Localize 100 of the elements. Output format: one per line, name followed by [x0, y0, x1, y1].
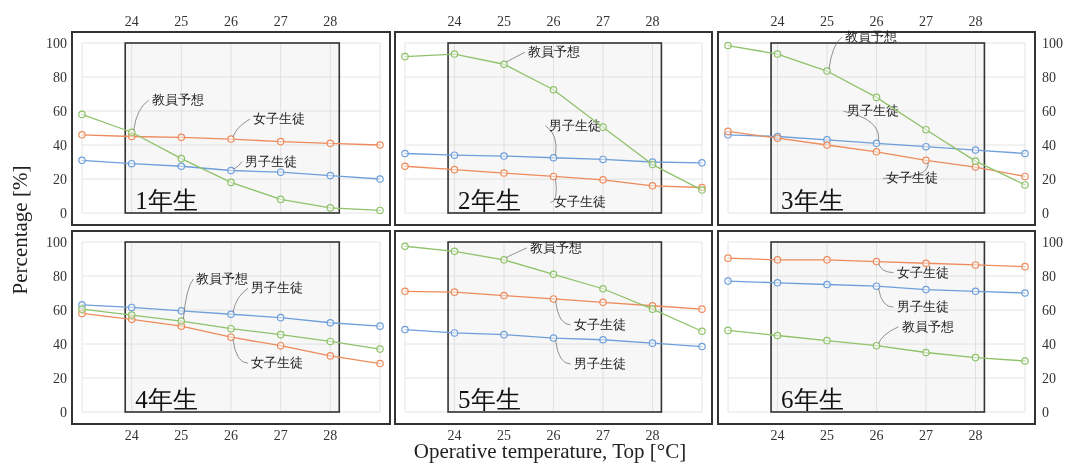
series-label: 女子生徒 — [896, 264, 949, 280]
point — [401, 162, 409, 171]
y-tick-label: 40 — [1042, 138, 1056, 153]
x-tick-label: 27 — [273, 428, 288, 443]
point — [500, 330, 508, 339]
point — [971, 353, 980, 362]
point — [78, 110, 86, 119]
y-tick-label: 0 — [60, 206, 67, 221]
y-tick-label: 60 — [53, 104, 67, 119]
point — [227, 178, 235, 187]
x-tick-label: 26 — [224, 14, 238, 29]
series-label: 女子生徒 — [573, 316, 626, 332]
point — [773, 50, 782, 58]
y-tick-label: 100 — [46, 235, 67, 250]
point — [227, 135, 235, 143]
series-label: 女子生徒 — [251, 355, 303, 371]
point — [401, 287, 409, 296]
point — [698, 159, 706, 167]
point — [971, 287, 980, 296]
point — [500, 169, 508, 177]
y-tick-label: 20 — [53, 172, 67, 187]
point — [549, 172, 558, 181]
text: 教員予想 — [151, 92, 204, 108]
y-tick-label: 100 — [46, 36, 67, 51]
series-label: 教員予想 — [530, 239, 582, 255]
point — [326, 352, 335, 360]
text: 教員予想 — [196, 271, 249, 287]
point — [549, 153, 558, 162]
point — [599, 155, 607, 164]
x-tick-label: 26 — [224, 428, 238, 443]
point — [823, 336, 831, 345]
point — [773, 331, 782, 340]
point — [872, 148, 881, 156]
y-tick-label: 60 — [1042, 104, 1056, 119]
point — [724, 127, 732, 136]
point — [127, 303, 136, 312]
series-label: 男子生徒 — [251, 280, 303, 296]
point — [1021, 357, 1029, 365]
text: 1年生 — [135, 187, 198, 214]
y-tick-label: 100 — [1042, 36, 1063, 51]
series-label: 男子生徒 — [573, 356, 626, 372]
point — [724, 41, 732, 50]
text: 6年生 — [781, 386, 844, 413]
point — [773, 279, 782, 287]
point — [326, 139, 335, 148]
point — [127, 159, 136, 168]
point — [276, 330, 285, 339]
point — [276, 137, 285, 146]
point — [78, 131, 86, 139]
x-tick-label: 24 — [124, 14, 139, 29]
point — [823, 141, 831, 149]
x-tick-label: 27 — [919, 428, 933, 443]
point — [376, 345, 384, 353]
point — [376, 322, 384, 330]
y-tick-label: 0 — [1042, 405, 1049, 420]
point — [823, 256, 831, 264]
point — [450, 151, 459, 159]
point — [227, 310, 235, 319]
point — [276, 341, 285, 350]
point — [276, 195, 285, 204]
series-label: 教員予想 — [528, 44, 580, 60]
point — [724, 277, 732, 285]
point — [599, 335, 607, 344]
point — [549, 85, 558, 94]
point — [127, 311, 136, 319]
x-tick-label: 27 — [919, 14, 933, 29]
point — [401, 242, 409, 251]
series-label: 男子生徒 — [846, 103, 899, 119]
point — [698, 327, 706, 336]
x-tick-label: 27 — [596, 14, 610, 29]
point — [227, 324, 235, 333]
text: 5年生 — [458, 386, 521, 413]
y-tick-label: 80 — [53, 70, 67, 85]
text: 4年生 — [135, 386, 198, 413]
point — [78, 305, 86, 313]
y-tick-label: 60 — [1042, 303, 1056, 318]
y-tick-label: 80 — [1042, 269, 1056, 284]
x-tick-label: 25 — [497, 14, 511, 29]
point — [177, 162, 186, 171]
series-label: 女子生徒 — [886, 170, 938, 186]
point — [971, 146, 980, 154]
point — [450, 288, 459, 296]
point — [326, 171, 335, 180]
y-tick-label: 60 — [53, 303, 67, 318]
point — [500, 256, 508, 264]
x-tick-label: 26 — [869, 14, 884, 29]
point — [326, 318, 335, 327]
point — [500, 291, 508, 300]
y-tick-label: 40 — [53, 337, 67, 352]
x-tick-label: 25 — [174, 428, 189, 443]
point — [872, 282, 881, 290]
point — [698, 305, 706, 313]
point — [1021, 181, 1029, 189]
point — [549, 270, 558, 279]
text: 教員予想 — [845, 29, 897, 45]
point — [227, 333, 235, 341]
text: 3年生 — [781, 187, 844, 214]
x-tick-label: 24 — [447, 14, 462, 29]
point — [78, 156, 86, 165]
y-tick-label: 0 — [1042, 206, 1049, 221]
